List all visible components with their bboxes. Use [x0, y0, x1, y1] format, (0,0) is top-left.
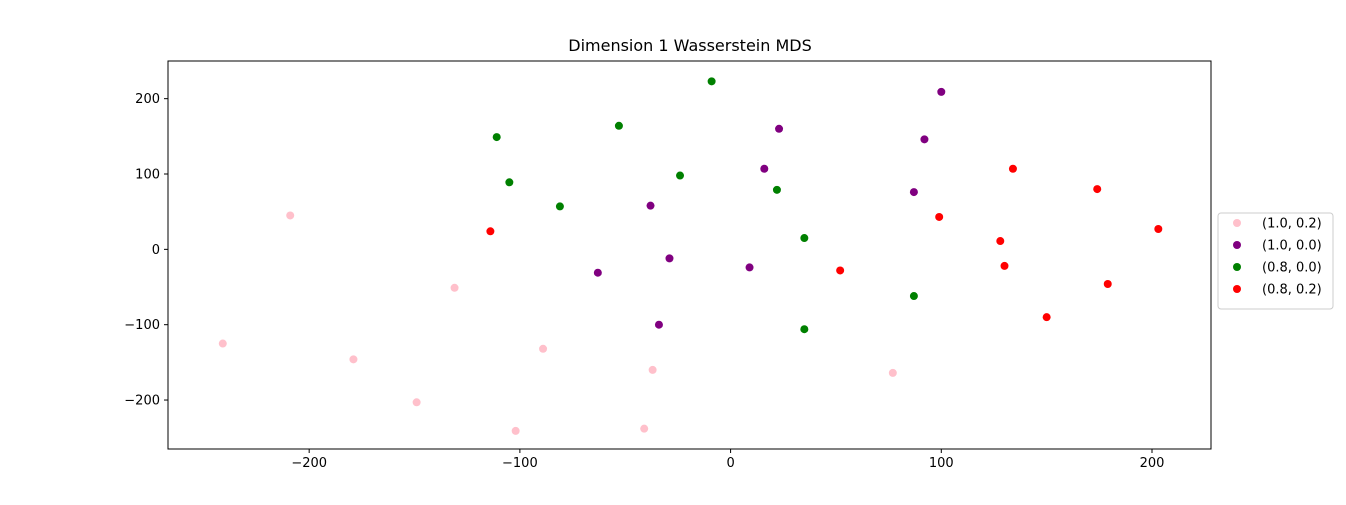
legend-marker	[1233, 263, 1241, 271]
data-point	[218, 339, 227, 348]
data-point	[640, 424, 649, 433]
series-group	[218, 211, 897, 435]
chart-title: Dimension 1 Wasserstein MDS	[568, 36, 812, 55]
legend-marker	[1233, 285, 1241, 293]
series-group	[593, 87, 946, 329]
data-point	[676, 171, 685, 180]
data-point	[836, 266, 845, 275]
data-point	[593, 268, 602, 277]
data-point	[539, 344, 548, 353]
legend-label: (0.8, 0.0)	[1262, 261, 1322, 276]
data-point	[772, 185, 781, 194]
data-point	[937, 87, 946, 96]
legend-marker	[1233, 219, 1241, 227]
data-point	[286, 211, 295, 220]
data-point	[1008, 164, 1017, 173]
data-point	[492, 133, 501, 142]
data-point	[1103, 280, 1112, 289]
data-point	[412, 398, 421, 407]
y-tick-label: −100	[124, 318, 160, 333]
data-point	[505, 178, 514, 187]
legend-marker	[1233, 241, 1241, 249]
data-point	[1042, 313, 1051, 322]
y-tick-label: 0	[152, 243, 160, 258]
data-point	[760, 164, 769, 173]
legend-label: (1.0, 0.2)	[1262, 217, 1322, 232]
data-point	[511, 426, 520, 435]
data-point	[646, 201, 655, 210]
data-point	[909, 292, 918, 301]
legend: (1.0, 0.2) (1.0, 0.0) (0.8, 0.0) (0.8, 0.2)	[1217, 212, 1334, 310]
data-point	[654, 320, 663, 329]
x-tick-label: −100	[502, 456, 538, 471]
y-tick-label: −200	[124, 394, 160, 409]
data-point	[450, 283, 459, 292]
series-group	[486, 164, 1163, 322]
data-point	[800, 325, 809, 334]
data-point	[1154, 225, 1163, 234]
data-point	[665, 254, 674, 263]
series-group	[492, 77, 918, 334]
data-point	[486, 227, 495, 236]
data-point	[614, 121, 623, 130]
x-tick-label: 100	[929, 456, 954, 471]
data-point	[888, 368, 897, 377]
data-point	[349, 355, 358, 364]
data-point	[555, 202, 564, 211]
legend-box	[1217, 212, 1334, 310]
data-point	[909, 188, 918, 197]
y-tick-label: 200	[135, 92, 160, 107]
data-point	[1093, 185, 1102, 194]
data-point	[775, 124, 784, 133]
data-point	[648, 365, 657, 374]
x-tick-label: −200	[291, 456, 327, 471]
ticks-layer: −200 −100 0 100 200 −200 −100 0 100 200	[124, 92, 1164, 471]
x-tick-label: 200	[1140, 456, 1165, 471]
points-layer	[218, 77, 1163, 435]
data-point	[996, 237, 1005, 246]
plot-frame	[167, 60, 1212, 450]
data-point	[935, 212, 944, 221]
y-tick-label: 100	[135, 168, 160, 183]
data-point	[745, 263, 754, 272]
data-point	[707, 77, 716, 86]
data-point	[1000, 261, 1009, 270]
data-point	[920, 135, 929, 144]
legend-label: (0.8, 0.2)	[1262, 283, 1322, 298]
legend-label: (1.0, 0.0)	[1262, 239, 1322, 254]
data-point	[800, 234, 809, 243]
x-tick-label: 0	[726, 456, 734, 471]
